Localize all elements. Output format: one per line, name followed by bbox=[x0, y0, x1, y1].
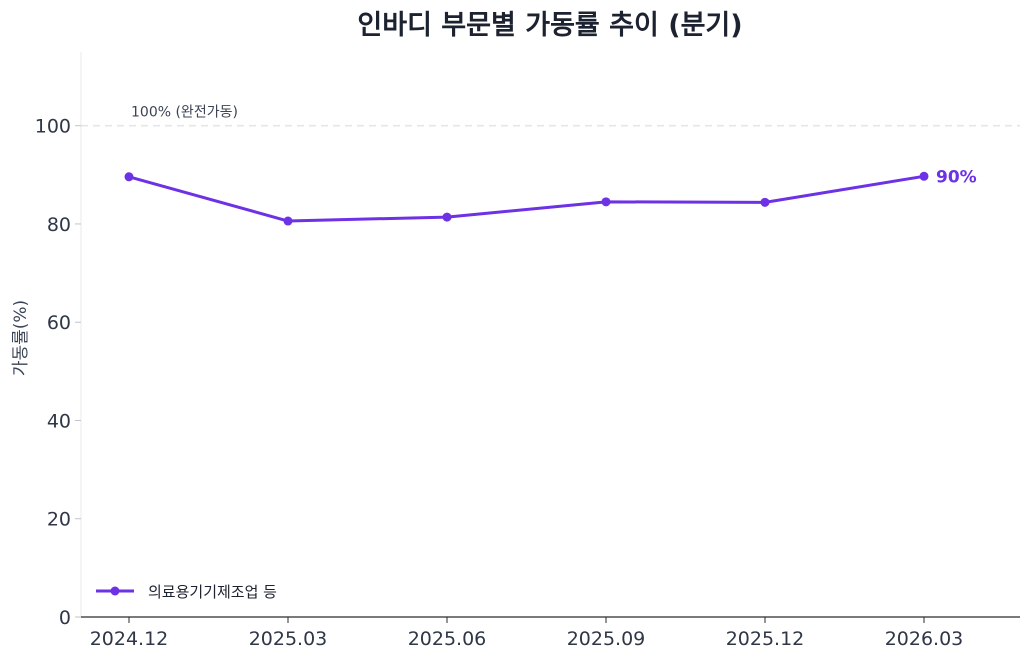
y-tick-label: 60 bbox=[47, 312, 71, 334]
end-value-label: 90% bbox=[936, 167, 977, 187]
y-tick-label: 20 bbox=[47, 509, 71, 531]
data-point bbox=[919, 171, 929, 181]
data-point bbox=[283, 216, 293, 226]
y-tick-label: 100 bbox=[35, 116, 71, 138]
y-ticks: 0 20 40 60 80 100 bbox=[35, 116, 81, 629]
x-ticks: 2024.12 2025.03 2025.06 2025.09 2025.12 2026.… bbox=[90, 617, 964, 650]
y-tick-label: 80 bbox=[47, 214, 71, 236]
data-point bbox=[442, 212, 452, 222]
series-layer bbox=[124, 171, 929, 226]
data-point bbox=[124, 172, 134, 182]
x-tick-label: 2025.03 bbox=[249, 628, 328, 650]
data-point bbox=[760, 197, 770, 207]
data-point bbox=[601, 197, 611, 207]
y-tick-label: 0 bbox=[59, 607, 71, 629]
x-tick-label: 2025.12 bbox=[726, 628, 805, 650]
legend: 의료용기기제조업 등 bbox=[96, 583, 277, 601]
y-tick-label: 40 bbox=[47, 410, 71, 432]
legend-marker-swatch bbox=[110, 586, 120, 596]
series-line bbox=[127, 174, 926, 223]
reference-line-label: 100% (완전가동) bbox=[131, 105, 238, 121]
x-tick-label: 2026.03 bbox=[885, 628, 964, 650]
y-axis-title: 가동률(%) bbox=[11, 300, 31, 376]
x-tick-label: 2024.12 bbox=[90, 628, 169, 650]
legend-label: 의료용기기제조업 등 bbox=[148, 583, 277, 601]
chart-title: 인바디 부문별 가동률 추이 (분기) bbox=[357, 10, 742, 41]
x-tick-label: 2025.09 bbox=[567, 628, 646, 650]
x-tick-label: 2025.06 bbox=[408, 628, 487, 650]
